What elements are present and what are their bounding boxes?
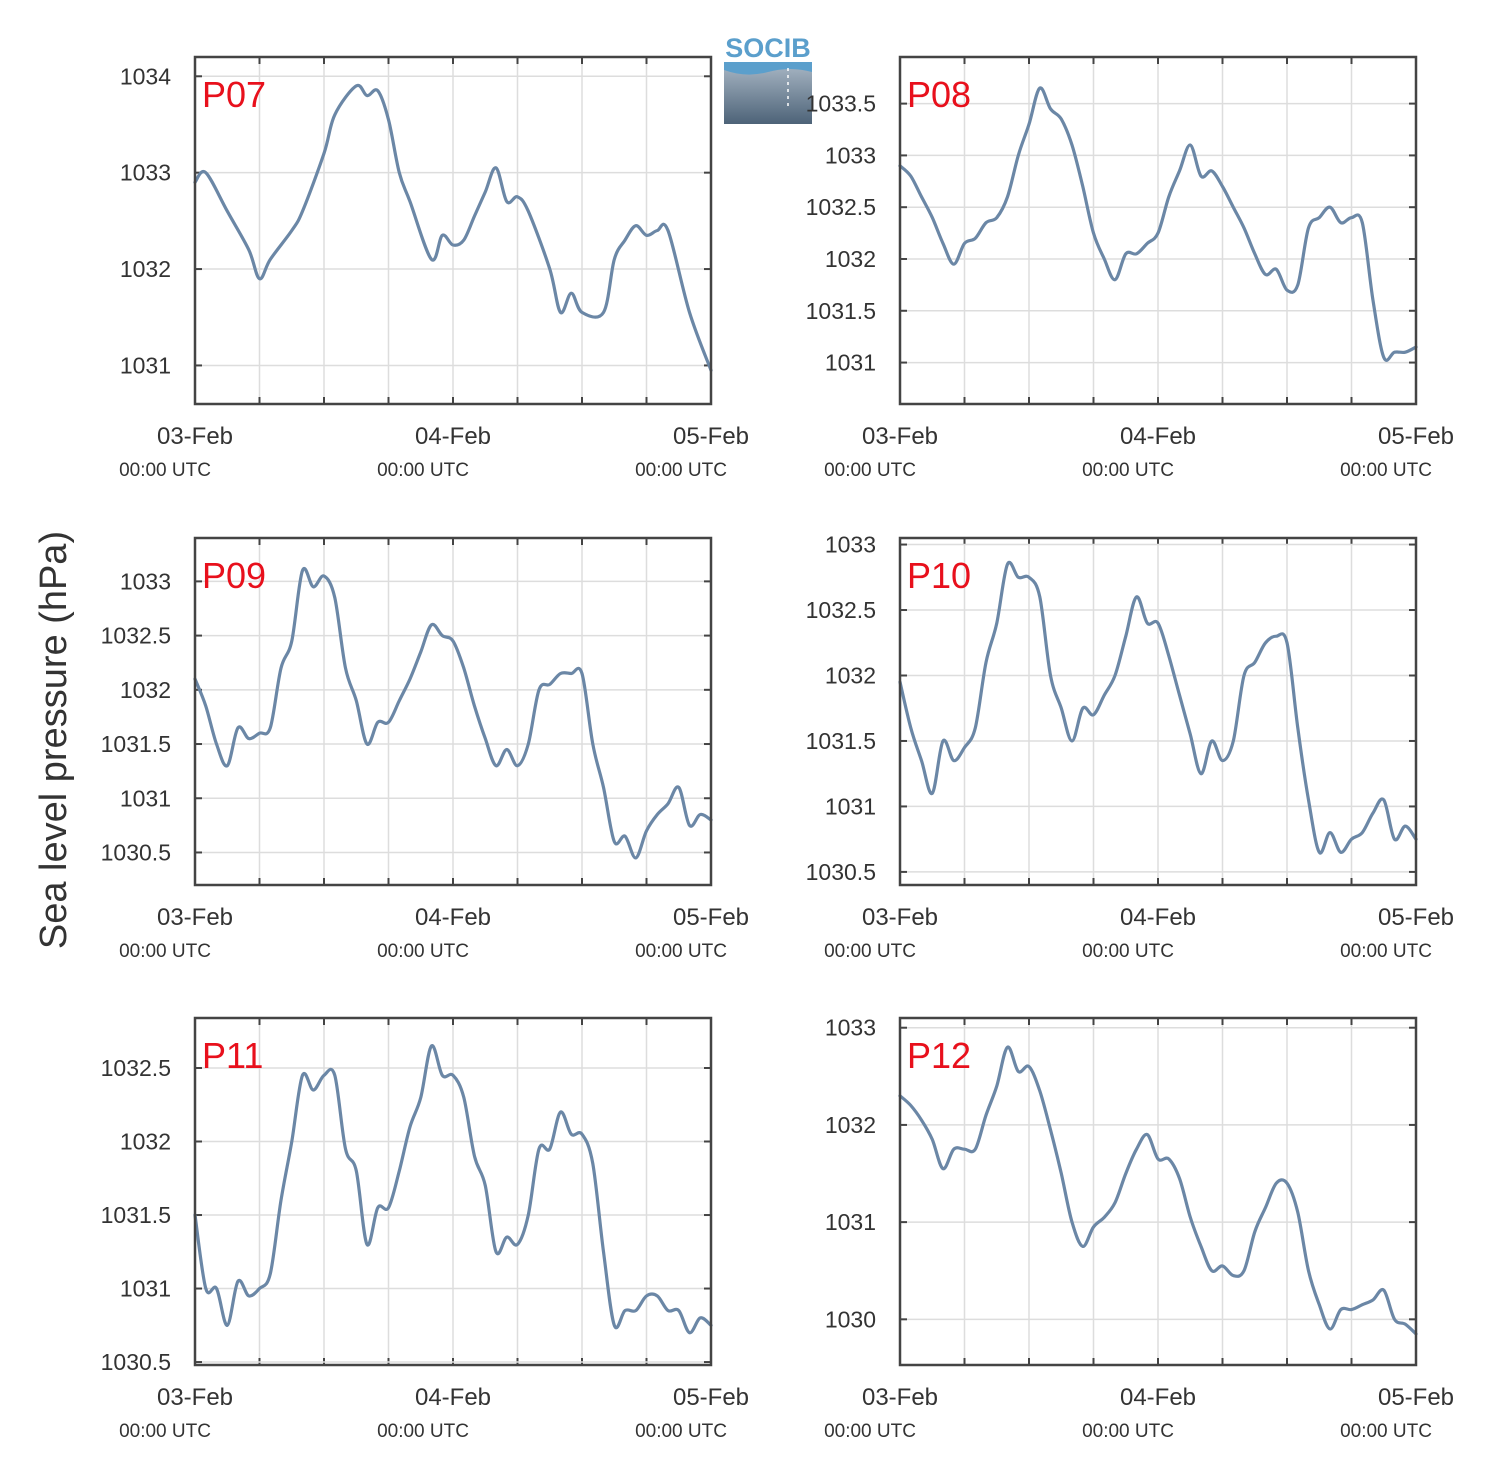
x-tick-time-label: 00:00 UTC [635, 941, 727, 962]
x-tick-time-label: 00:00 UTC [824, 1421, 916, 1442]
x-tick-date-label: 05-Feb [1378, 1384, 1454, 1411]
x-tick-date-label: 03-Feb [862, 423, 938, 450]
series-line [898, 560, 1418, 855]
x-tick-time-label: 00:00 UTC [1340, 941, 1432, 962]
x-tick-time-label: 00:00 UTC [824, 941, 916, 962]
y-axis-label: Sea level pressure (hPa) [33, 531, 75, 949]
y-tick-label: 1033 [825, 532, 876, 558]
y-tick-label: 1031 [825, 350, 876, 376]
y-tick-label: 1031 [120, 785, 171, 811]
x-tick-date-label: 03-Feb [157, 1384, 233, 1411]
panel-title: P10 [907, 555, 971, 596]
panel-p11: 1030.5 1031 1031.5 1032 1032.5 03-Feb 00:00 UT… [101, 1016, 749, 1442]
x-tick-time-label: 00:00 UTC [377, 1421, 469, 1442]
x-tick-time-label: 00:00 UTC [119, 1421, 211, 1442]
plot-frame [898, 536, 1418, 887]
y-tick-label: 1033 [825, 142, 876, 168]
x-tick-time-label: 00:00 UTC [1340, 460, 1432, 481]
y-tick-label: 1032 [120, 1129, 171, 1155]
series-line [193, 566, 713, 860]
y-tick-label: 1031 [120, 1276, 171, 1302]
x-tick-time-label: 00:00 UTC [119, 941, 211, 962]
x-tick-date-label: 05-Feb [673, 904, 749, 931]
plot-frame [193, 1016, 713, 1367]
y-tick-label: 1031.5 [101, 1202, 171, 1228]
panel-p07: 1031 1032 1033 1034 03-Feb 00:00 UTC 04-Feb 00:… [119, 55, 749, 481]
y-tick-label: 1031.5 [806, 728, 876, 754]
panel-title: P11 [202, 1035, 263, 1076]
x-tick-date-label: 04-Feb [415, 423, 491, 450]
y-tick-label: 1032 [120, 256, 171, 282]
plot-frame [898, 55, 1418, 406]
y-tick-label: 1033 [120, 568, 171, 594]
x-tick-date-label: 04-Feb [415, 1384, 491, 1411]
y-tick-label: 1032.5 [101, 1055, 171, 1081]
socib-logo: SOCIB [724, 33, 812, 124]
y-tick-label: 1031.5 [101, 731, 171, 757]
x-tick-time-label: 00:00 UTC [1082, 941, 1174, 962]
panel-p08: 1031 1031.5 1032 1032.5 1033 1033.5 03-Feb 00:0… [806, 55, 1454, 481]
x-tick-time-label: 00:00 UTC [1082, 1421, 1174, 1442]
x-tick-time-label: 00:00 UTC [119, 460, 211, 481]
y-tick-label: 1032 [825, 662, 876, 688]
y-tick-label: 1031.5 [806, 298, 876, 324]
panel-p09: 1030.5 1031 1031.5 1032 1032.5 1033 03-Feb 00:0… [101, 536, 749, 962]
x-tick-date-label: 03-Feb [862, 904, 938, 931]
series-line [898, 1045, 1418, 1336]
x-tick-date-label: 05-Feb [1378, 904, 1454, 931]
y-tick-label: 1030.5 [101, 839, 171, 865]
x-tick-date-label: 04-Feb [1120, 904, 1196, 931]
y-tick-label: 1032 [825, 1112, 876, 1138]
y-tick-label: 1032 [120, 677, 171, 703]
panel-title: P12 [907, 1035, 971, 1076]
y-tick-label: 1030 [825, 1306, 876, 1332]
x-tick-time-label: 00:00 UTC [377, 460, 469, 481]
series-line [898, 86, 1418, 362]
x-tick-date-label: 04-Feb [415, 904, 491, 931]
y-tick-label: 1034 [120, 63, 171, 89]
plot-frame [898, 1016, 1418, 1367]
x-tick-time-label: 00:00 UTC [1340, 1421, 1432, 1442]
x-tick-time-label: 00:00 UTC [635, 1421, 727, 1442]
panel-title: P09 [202, 555, 266, 596]
x-tick-date-label: 03-Feb [157, 423, 233, 450]
panel-title: P08 [907, 74, 971, 115]
x-tick-time-label: 00:00 UTC [635, 460, 727, 481]
y-tick-label: 1030.5 [101, 1349, 171, 1375]
x-tick-date-label: 05-Feb [673, 1384, 749, 1411]
panel-title: P07 [202, 74, 266, 115]
panel-p12: 1030 1031 1032 1033 03-Feb 00:00 UTC 04-Feb 00:… [824, 1015, 1454, 1442]
y-tick-label: 1032.5 [101, 623, 171, 649]
x-tick-date-label: 04-Feb [1120, 1384, 1196, 1411]
panel-p10: 1030.5 1031 1031.5 1032 1032.5 1033 03-Feb 00:0… [806, 532, 1454, 962]
y-tick-label: 1032.5 [806, 597, 876, 623]
x-tick-date-label: 03-Feb [862, 1384, 938, 1411]
x-tick-date-label: 05-Feb [1378, 423, 1454, 450]
series-line [193, 1044, 713, 1335]
x-tick-date-label: 05-Feb [673, 423, 749, 450]
plot-frame [193, 55, 713, 406]
series-line [193, 83, 713, 372]
logo-text: SOCIB [725, 33, 811, 63]
y-tick-label: 1032 [825, 246, 876, 272]
y-tick-label: 1033.5 [806, 91, 876, 117]
plot-frame [193, 536, 713, 887]
x-tick-date-label: 03-Feb [157, 904, 233, 931]
y-tick-label: 1031 [825, 793, 876, 819]
y-tick-label: 1030.5 [806, 859, 876, 885]
y-tick-label: 1031 [120, 352, 171, 378]
y-tick-label: 1032.5 [806, 194, 876, 220]
x-tick-time-label: 00:00 UTC [377, 941, 469, 962]
y-tick-label: 1031 [825, 1209, 876, 1235]
x-tick-date-label: 04-Feb [1120, 423, 1196, 450]
y-tick-label: 1033 [120, 160, 171, 186]
y-tick-label: 1033 [825, 1015, 876, 1041]
x-tick-time-label: 00:00 UTC [1082, 460, 1174, 481]
panels: 1031 1032 1033 1034 03-Feb 00:00 UTC 04-Feb 00:… [101, 55, 1454, 1442]
x-tick-time-label: 00:00 UTC [824, 460, 916, 481]
